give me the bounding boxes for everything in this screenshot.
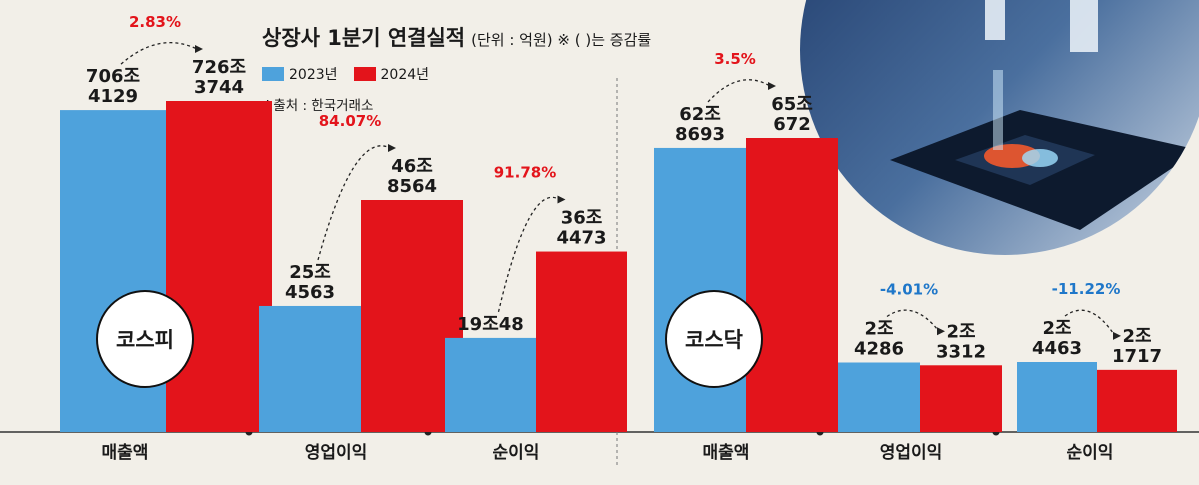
change-arrow [497,196,560,313]
change-arrow-head [937,327,945,336]
change-label: 3.5% [714,50,756,68]
value-label-2023: 62조 [679,104,721,125]
value-label-2023: 2조 [864,319,893,340]
category-label: 매출액 [102,443,149,463]
bar-2023 [1017,362,1097,432]
change-label: -4.01% [880,281,938,299]
bar-2024 [536,251,627,432]
value-label-2024: 46조 [391,156,433,177]
category-label: 순이익 [493,443,540,463]
value-label-2024: 3312 [936,341,986,362]
value-label-2024: 65조 [771,94,813,115]
chip-illustration [800,0,1199,255]
value-label-2023: 4563 [285,282,335,303]
market-badge-kospi: 코스피 [96,290,194,388]
legend-label-2024: 2024년 [380,67,430,83]
bar-2024 [166,101,272,432]
robot-arm-right [1070,0,1098,52]
bar-2023 [654,147,746,432]
category-label: 영업이익 [305,443,368,463]
value-label-2024: 2조 [1122,326,1151,347]
bar-2024 [1097,369,1177,432]
value-label-2024: 4473 [556,228,606,249]
category-label: 매출액 [703,443,750,463]
chart-heading: 상장사 1분기 연결실적 (단위 : 억원) ※ ( )는 증감률 [262,22,651,52]
legend-swatch-2024 [353,67,376,81]
bar-2023 [838,362,920,432]
value-label-2024: 1717 [1112,346,1162,367]
legend-label-2023: 2023년 [289,67,338,83]
chip-glow-blue [1022,149,1058,167]
change-arrow [120,42,198,65]
source-note: ※출처 : 한국거래소 [262,98,374,114]
change-arrow-head [195,45,203,53]
change-arrow [1064,309,1116,337]
change-label: 91.78% [494,164,556,182]
value-label-2024: 2조 [946,321,975,342]
change-arrow-head [388,144,396,152]
value-label-2024: 8564 [387,176,437,197]
change-arrow [886,309,940,332]
bar-2024 [920,365,1002,432]
change-arrow-head [768,82,776,90]
light-beam [993,70,1003,150]
change-label: 84.07% [319,112,381,130]
category-label: 순이익 [1067,443,1114,463]
value-label-2023: 2조 [1042,318,1071,339]
value-label-2023: 4463 [1032,338,1082,359]
value-label-2023: 19조48 [457,314,524,335]
change-arrow [707,79,771,103]
bar-2023 [259,305,361,432]
value-label-2024: 36조 [561,208,603,229]
unit-note: (단위 : 억원) ※ ( )는 증감률 [471,31,652,49]
market-badge-kosdaq: 코스닥 [665,290,763,388]
legend-swatch-2023 [262,67,284,81]
value-label-2023: 4129 [88,86,138,107]
value-label-2024: 3744 [194,77,244,98]
value-label-2024: 726조 [192,57,246,78]
bar-2023 [445,337,536,432]
value-label-2023: 706조 [86,66,140,87]
legend: 2023년 2024년 [262,64,429,84]
category-label: 영업이익 [880,443,943,463]
bar-2024 [746,138,838,432]
change-arrow-head [1113,331,1121,340]
value-label-2023: 25조 [289,262,331,283]
value-label-2023: 4286 [854,339,904,360]
robot-arm-left [985,0,1005,40]
change-label: 2.83% [129,13,181,31]
change-label: -11.22% [1052,280,1121,298]
value-label-2024: 672 [773,114,811,135]
value-label-2023: 8693 [675,124,725,145]
chart-title: 상장사 1분기 연결실적 [262,26,466,50]
change-arrow-head [557,195,566,204]
